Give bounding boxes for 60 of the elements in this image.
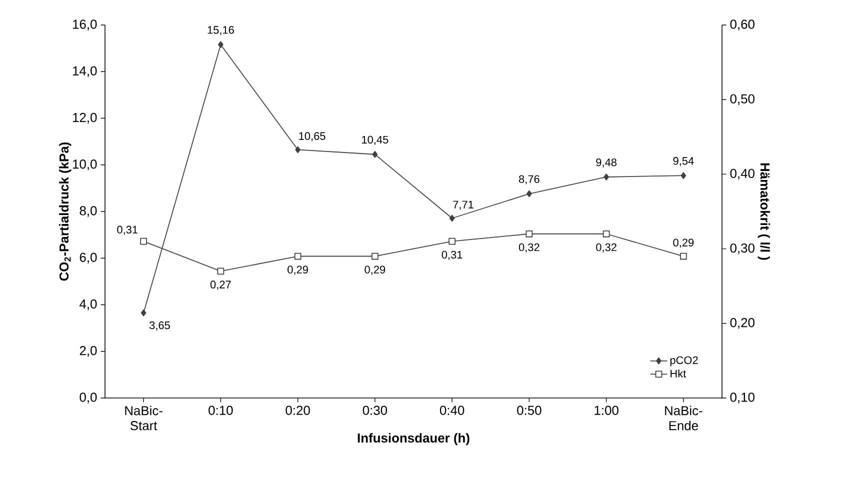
y-axis-title: CO$_{2}$-Partialdruck (kPa) [59,142,72,281]
data-label: 0,29 [288,266,308,275]
y-tick-label: 4,0 [80,299,97,310]
x-axis-title: Infusionsdauer (h) [358,433,470,446]
x-tick-label: NaBic-Ende [665,406,702,430]
y-tick-label: 14,0 [73,66,97,77]
point [140,309,146,316]
point [680,172,686,180]
data-label: 10,65 [299,132,326,142]
y2-tick-label: 0,30 [730,243,754,254]
x-tick-label: 0:50 [517,406,542,415]
x-tick-label: 0:20 [286,406,310,415]
y-tick-label: 12,0 [73,112,97,124]
point [604,174,610,180]
point [448,238,456,245]
data-label: 9,54 [673,157,694,166]
legend-label: Hkt [670,369,686,378]
point [526,230,533,238]
y-tick-label: 2,0 [80,346,97,357]
point [449,214,455,222]
point [602,230,610,238]
data-label: 0,31 [117,226,138,235]
y2-tick-label: 0,20 [730,318,754,329]
data-label: 10,45 [362,136,388,145]
data-label: 15,16 [208,26,234,36]
point [372,150,378,158]
data-label: 0,32 [518,243,540,252]
point [218,41,224,48]
y-tick-label: 6,0 [80,252,97,264]
data-label: 0,31 [442,250,462,260]
y2-axis-title: Hämatokrit ( l/l ) [758,163,770,260]
x-tick-label: 1:00 [594,406,618,415]
data-label: 0,29 [673,238,694,248]
x-tick-label: 0:40 [440,406,464,415]
y-tick-label: 10,0 [73,160,97,170]
data-label: 7,71 [453,200,474,210]
y2-tick-label: 0,50 [730,94,754,105]
x-tick-label: NaBic-Start [125,406,162,430]
x-tick-label: 0:30 [362,406,388,415]
point [526,190,532,198]
y-tick-label: 8,0 [80,206,97,217]
point [372,252,378,260]
data-label: 0,32 [596,243,616,252]
point [680,252,687,260]
y2-tick-label: 0,40 [730,168,754,180]
data-label: 9,48 [596,158,616,168]
data-label: 0,29 [364,266,386,275]
y2-tick-label: 0,60 [730,20,754,30]
legend-label: pCO2 [670,356,698,366]
y2-tick-label: 0,10 [730,392,754,404]
point [217,268,224,275]
data-label: 0,27 [210,280,231,290]
data-label: 8,76 [518,175,540,184]
point [295,146,301,154]
x-tick-label: 0:10 [208,406,233,415]
y-tick-label: 16,0 [73,20,97,30]
point [294,252,302,260]
point [140,238,148,245]
data-label: 3,65 [149,321,170,330]
y-tick-label: 0,0 [80,392,97,404]
